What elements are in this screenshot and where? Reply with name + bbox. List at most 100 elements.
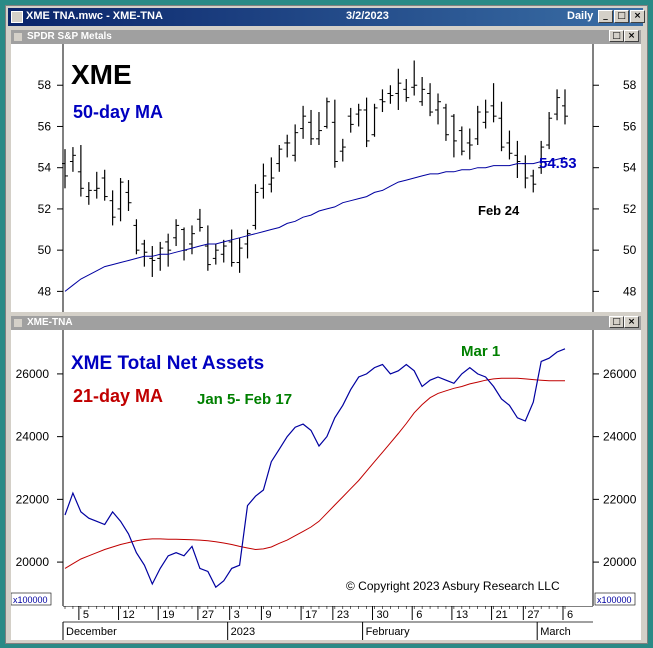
top-pane-restore-icon[interactable]: □ [609, 30, 624, 42]
price-bar [173, 219, 180, 247]
price-bar [506, 130, 513, 160]
bottom-pane-restore-icon[interactable]: □ [609, 316, 624, 328]
bottom-pane-titlebar[interactable]: XME-TNA □ × [11, 316, 641, 330]
price-bar [220, 239, 227, 263]
price-bar [109, 190, 116, 226]
price-bar [331, 99, 338, 168]
price-bar [363, 97, 370, 148]
ma21-label: 21-day MA [73, 386, 163, 406]
price-bar [300, 105, 307, 139]
price-bar [85, 182, 92, 205]
bottom-y-tick-label-left: 26000 [16, 367, 50, 381]
top-y-tick-label-right: 54 [623, 161, 637, 175]
mar1-annotation: Mar 1 [461, 343, 500, 360]
price-bar [133, 219, 140, 255]
price-bar [482, 99, 489, 129]
window-titlebar[interactable]: XME TNA.mwc - XME-TNA 3/2/2023 Daily _ □… [8, 8, 645, 26]
bottom-pane-close-icon[interactable]: × [624, 316, 639, 328]
top-y-axis-left: 48 50 52 54 56 58 [38, 78, 63, 298]
ma50-line [64, 156, 566, 292]
top-y-tick-label-right: 48 [623, 284, 637, 298]
month-label: March [540, 626, 571, 638]
x-tick-label: 27 [202, 609, 214, 621]
x-axis: 5 12 19 27 3 9 17 23 30 6 13 21 27 6 December 2023 Febr… [62, 605, 593, 640]
x-tick-label: 21 [496, 609, 508, 621]
price-bar [276, 145, 283, 172]
price-bar [284, 134, 291, 158]
bottom-y-tick-label-right: 26000 [603, 367, 637, 381]
window-title: XME TNA.mwc - XME-TNA [26, 10, 163, 22]
bottom-y-tick-label-left: 20000 [16, 555, 50, 569]
price-bar [514, 140, 521, 178]
price-bar [101, 169, 108, 201]
price-bar [530, 169, 537, 193]
x-tick-label: 13 [456, 609, 468, 621]
ticker-label: XME [71, 59, 132, 90]
x-tick-label: 17 [305, 609, 317, 621]
x-month-labels: December 2023 February March [62, 622, 571, 640]
multiplier-left: x100000 [13, 595, 48, 605]
price-bar [427, 83, 434, 117]
multiplier-right: x100000 [597, 595, 632, 605]
minimize-icon[interactable]: _ [598, 10, 613, 23]
x-tick-label: 3 [234, 609, 240, 621]
x-tick-label: 19 [162, 609, 174, 621]
top-pane-close-icon[interactable]: × [624, 30, 639, 42]
close-icon[interactable]: × [630, 10, 645, 23]
x-tick-label: 12 [123, 609, 135, 621]
price-bar [228, 229, 235, 267]
price-bar [522, 155, 529, 189]
ma21-line [64, 377, 565, 569]
bottom-y-axis-left: 20000 22000 24000 26000 [16, 367, 63, 569]
price-bar [77, 145, 84, 197]
price-bar [474, 105, 481, 146]
x-tick-label: 5 [83, 609, 89, 621]
tna-chart: 20000 22000 24000 26000 20000 22000 24000 2600… [10, 330, 637, 606]
price-bar [403, 79, 410, 102]
top-y-tick-label-left: 58 [38, 78, 52, 92]
tna-label: XME Total Net Assets [71, 353, 264, 374]
price-bar [69, 147, 76, 172]
price-bars [62, 60, 568, 277]
price-bar [538, 140, 545, 174]
feb24-annotation: Feb 24 [478, 203, 520, 218]
price-bar [419, 76, 426, 106]
price-bar [308, 109, 315, 146]
top-pane-titlebar[interactable]: SPDR S&P Metals □ × [11, 30, 641, 44]
range-annotation: Jan 5- Feb 17 [197, 391, 292, 408]
bottom-y-tick-label-left: 22000 [16, 492, 50, 506]
top-y-tick-label-right: 50 [623, 243, 637, 257]
price-bar [292, 124, 299, 162]
price-bar [196, 208, 203, 232]
price-bar [347, 107, 354, 133]
bottom-y-tick-label-right: 22000 [603, 492, 637, 506]
price-bar [411, 60, 418, 96]
month-label: February [366, 626, 411, 638]
price-bar [157, 241, 164, 271]
tna-pane: 20000 22000 24000 26000 20000 22000 24000 2600… [10, 330, 641, 606]
x-tick-label: 9 [265, 609, 271, 621]
pane-icon [14, 319, 22, 327]
price-bar [371, 103, 378, 137]
x-day-ticks: 5 12 19 27 3 9 17 23 30 6 13 21 27 6 [78, 606, 573, 621]
top-y-tick-label-right: 58 [623, 78, 637, 92]
price-bar [236, 237, 243, 273]
ma50-label: 50-day MA [73, 102, 163, 122]
maximize-icon[interactable]: □ [614, 10, 629, 23]
price-bar [93, 171, 100, 199]
bottom-y-tick-label-left: 24000 [16, 430, 50, 444]
x-tick-label: 30 [377, 609, 389, 621]
price-bar [387, 85, 394, 104]
price-bar [117, 178, 124, 222]
price-bar [260, 163, 267, 199]
tna-line [64, 348, 566, 589]
month-label: 2023 [231, 626, 255, 638]
price-bar [323, 97, 330, 129]
top-y-tick-label-right: 56 [623, 119, 637, 133]
price-bar [149, 246, 156, 277]
price-bar [554, 89, 561, 121]
last-value-label: 54.53 [539, 155, 577, 172]
x-tick-label: 6 [416, 609, 422, 621]
